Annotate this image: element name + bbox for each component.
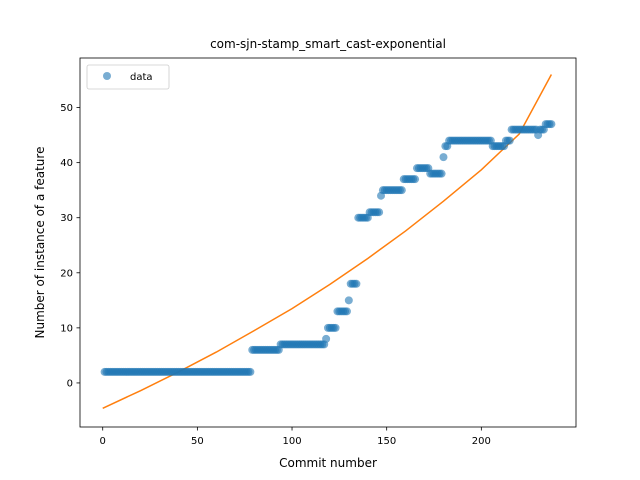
chart-title: com-sjn-stamp_smart_cast-exponential [210, 37, 446, 51]
plot-frame [79, 57, 577, 428]
data-point [505, 136, 514, 145]
y-tick-label: 20 [60, 268, 73, 279]
data-point [375, 208, 384, 217]
data-point [331, 323, 340, 332]
x-axis-label: Commit number [279, 456, 377, 470]
y-tick-label: 10 [60, 323, 73, 334]
data-point [246, 367, 255, 376]
data-scatter-series [100, 120, 556, 376]
y-tick-label: 40 [60, 158, 73, 169]
data-point [411, 175, 420, 184]
data-point [547, 120, 556, 129]
x-tick-label: 150 [377, 436, 396, 447]
legend: data [86, 64, 170, 90]
x-tick-label: 0 [100, 436, 106, 447]
x-tick-label: 200 [472, 436, 491, 447]
y-tick-label: 0 [67, 378, 73, 389]
legend-marker-data [103, 72, 111, 80]
data-point [437, 169, 446, 178]
x-axis: 0 50 100 150 200 [100, 427, 491, 447]
data-point [397, 186, 406, 195]
x-tick-label: 100 [282, 436, 301, 447]
data-point [344, 296, 353, 305]
data-point [322, 334, 331, 343]
data-point [352, 279, 361, 288]
y-tick-label: 50 [60, 103, 73, 114]
legend-box [86, 64, 170, 90]
y-axis: 0 10 20 30 40 50 [60, 103, 80, 389]
y-axis-label: Number of instance of a feature [33, 147, 47, 339]
x-tick-label: 50 [191, 436, 204, 447]
legend-label-data: data [130, 72, 153, 83]
data-point [439, 153, 448, 162]
y-tick-label: 30 [60, 213, 73, 224]
data-point [342, 307, 351, 316]
